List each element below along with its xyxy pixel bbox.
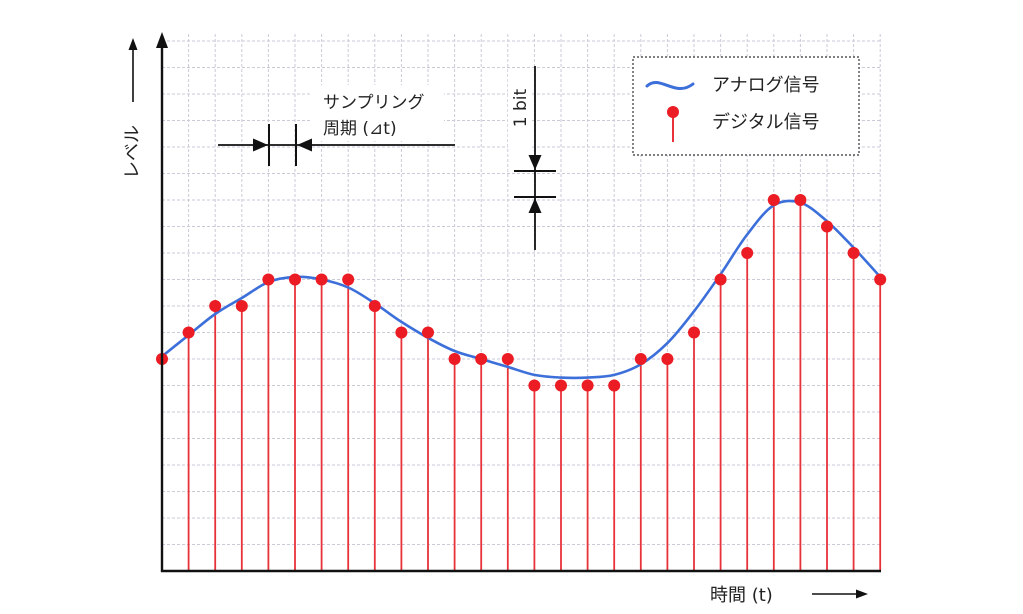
digital-sample-point [555,379,567,392]
legend-digital-dot [667,106,679,118]
legend: アナログ信号 デジタル信号 [632,56,860,156]
y-axis-label-arrow [128,38,138,102]
digital-sample-point [581,379,594,392]
digital-sample-point [794,194,807,206]
digital-sample-point [767,194,780,206]
bit-label: 1 bit [511,88,531,127]
y-axis-label: レベル [122,125,143,179]
digital-sample-point [501,353,514,365]
x-axis-label: 時間 (t) [710,585,773,606]
digital-sample-point [289,273,301,286]
digital-sample-point [209,300,222,312]
x-axis-label-arrow [812,589,868,599]
digital-sample-point [847,247,860,259]
digital-sample-point [741,247,754,259]
analog-signal-curve [160,199,882,380]
sampling-label-line2: 周期 (⊿t) [323,119,397,139]
digital-sample-point [608,379,621,392]
digital-sample-point [368,300,381,312]
y-axis-arrowhead [156,32,168,48]
digital-sample-point [528,379,541,392]
legend-analog-label: アナログ信号 [712,75,820,96]
digital-stems [161,200,882,571]
digital-sample-point [315,273,328,286]
digital-sample-point [821,220,833,233]
axes [160,44,881,573]
digital-sample-point [475,353,488,365]
digital-sample-point [661,353,674,365]
digital-sample-point [182,326,195,339]
sampling-label-line1: サンプリング [323,93,425,113]
bit-annotation: 1 bit [508,66,556,250]
digital-samples [156,194,887,392]
legend-digital-label: デジタル信号 [712,112,820,133]
legend-analog-swatch [645,81,695,91]
digital-sample-point [262,273,275,286]
digital-sample-point [688,326,700,339]
sampling-period-annotation: サンプリング 周期 (⊿t) [218,85,455,166]
digital-sample-point [342,273,355,286]
digital-sample-point [714,273,727,286]
digital-sample-point [422,326,434,339]
digital-sample-point [448,353,461,365]
digital-sample-point [235,300,248,312]
digital-sample-point [874,273,887,286]
digital-sample-point [634,353,647,365]
digital-sample-point [395,326,408,339]
